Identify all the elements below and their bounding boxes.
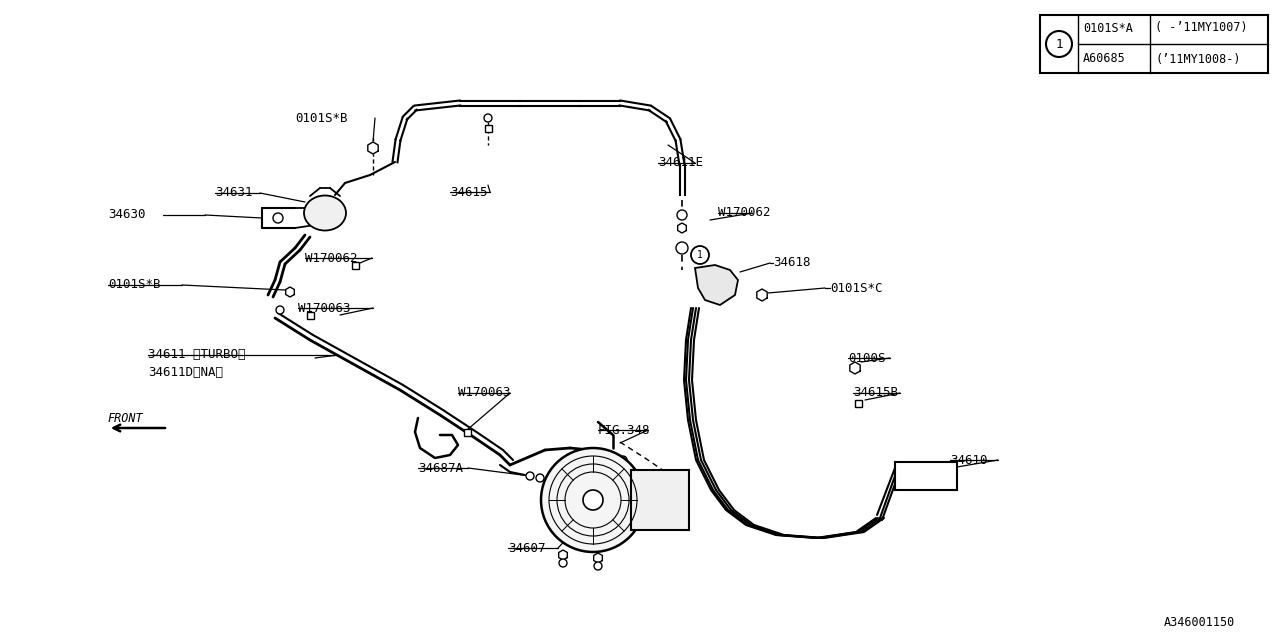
Text: FIG.348: FIG.348 — [598, 424, 650, 436]
Circle shape — [582, 490, 603, 510]
Circle shape — [273, 213, 283, 223]
Text: W170062: W170062 — [718, 207, 771, 220]
Bar — [855, 399, 861, 406]
Bar — [1039, 15, 1268, 73]
Circle shape — [620, 456, 627, 464]
Circle shape — [605, 457, 616, 467]
Circle shape — [276, 306, 284, 314]
Polygon shape — [756, 289, 767, 301]
Text: 34607: 34607 — [508, 541, 545, 554]
Text: 34618: 34618 — [773, 257, 810, 269]
Circle shape — [541, 448, 645, 552]
Polygon shape — [594, 553, 603, 563]
Text: FRONT: FRONT — [108, 412, 143, 424]
Circle shape — [710, 274, 719, 282]
Bar — [306, 312, 314, 319]
Polygon shape — [695, 265, 739, 305]
Text: 1: 1 — [698, 250, 703, 260]
Text: 34615B: 34615B — [852, 387, 899, 399]
Text: 34610: 34610 — [950, 454, 987, 467]
Text: 1: 1 — [1055, 38, 1062, 51]
Circle shape — [536, 474, 544, 482]
Text: 34630: 34630 — [108, 209, 146, 221]
Circle shape — [526, 472, 534, 480]
Text: W170063: W170063 — [298, 301, 351, 314]
Polygon shape — [367, 142, 378, 154]
Circle shape — [594, 562, 602, 570]
Text: 0101S*B: 0101S*B — [294, 111, 347, 125]
Polygon shape — [558, 550, 567, 560]
Text: W170063: W170063 — [458, 387, 511, 399]
Text: 0101S*A: 0101S*A — [1083, 22, 1133, 35]
Text: 34611D〈NA〉: 34611D〈NA〉 — [148, 367, 223, 380]
Text: A346001150: A346001150 — [1164, 616, 1235, 628]
Polygon shape — [850, 362, 860, 374]
Bar — [352, 262, 358, 269]
Bar — [895, 462, 957, 490]
Text: 34687A: 34687A — [419, 461, 463, 474]
Text: 0100S: 0100S — [849, 351, 886, 365]
Text: 0101S*C: 0101S*C — [829, 282, 882, 294]
Text: (’11MY1008-): (’11MY1008-) — [1155, 52, 1240, 65]
Circle shape — [677, 210, 687, 220]
Circle shape — [676, 242, 689, 254]
Bar — [485, 125, 492, 131]
Circle shape — [559, 559, 567, 567]
Polygon shape — [285, 287, 294, 297]
Bar — [463, 429, 471, 435]
Circle shape — [716, 289, 724, 297]
Bar — [631, 470, 689, 530]
Text: ( -’11MY1007): ( -’11MY1007) — [1155, 22, 1248, 35]
Polygon shape — [677, 223, 686, 233]
Text: W170062: W170062 — [305, 252, 357, 264]
Text: 34615: 34615 — [451, 186, 488, 198]
Text: 34611 〈TURBO〉: 34611 〈TURBO〉 — [148, 349, 246, 362]
Text: A60685: A60685 — [1083, 52, 1125, 65]
Ellipse shape — [305, 195, 346, 230]
Circle shape — [484, 114, 492, 122]
Text: 0101S*B: 0101S*B — [108, 278, 160, 291]
Text: 34611E: 34611E — [658, 157, 703, 170]
Text: 34631: 34631 — [215, 186, 252, 200]
